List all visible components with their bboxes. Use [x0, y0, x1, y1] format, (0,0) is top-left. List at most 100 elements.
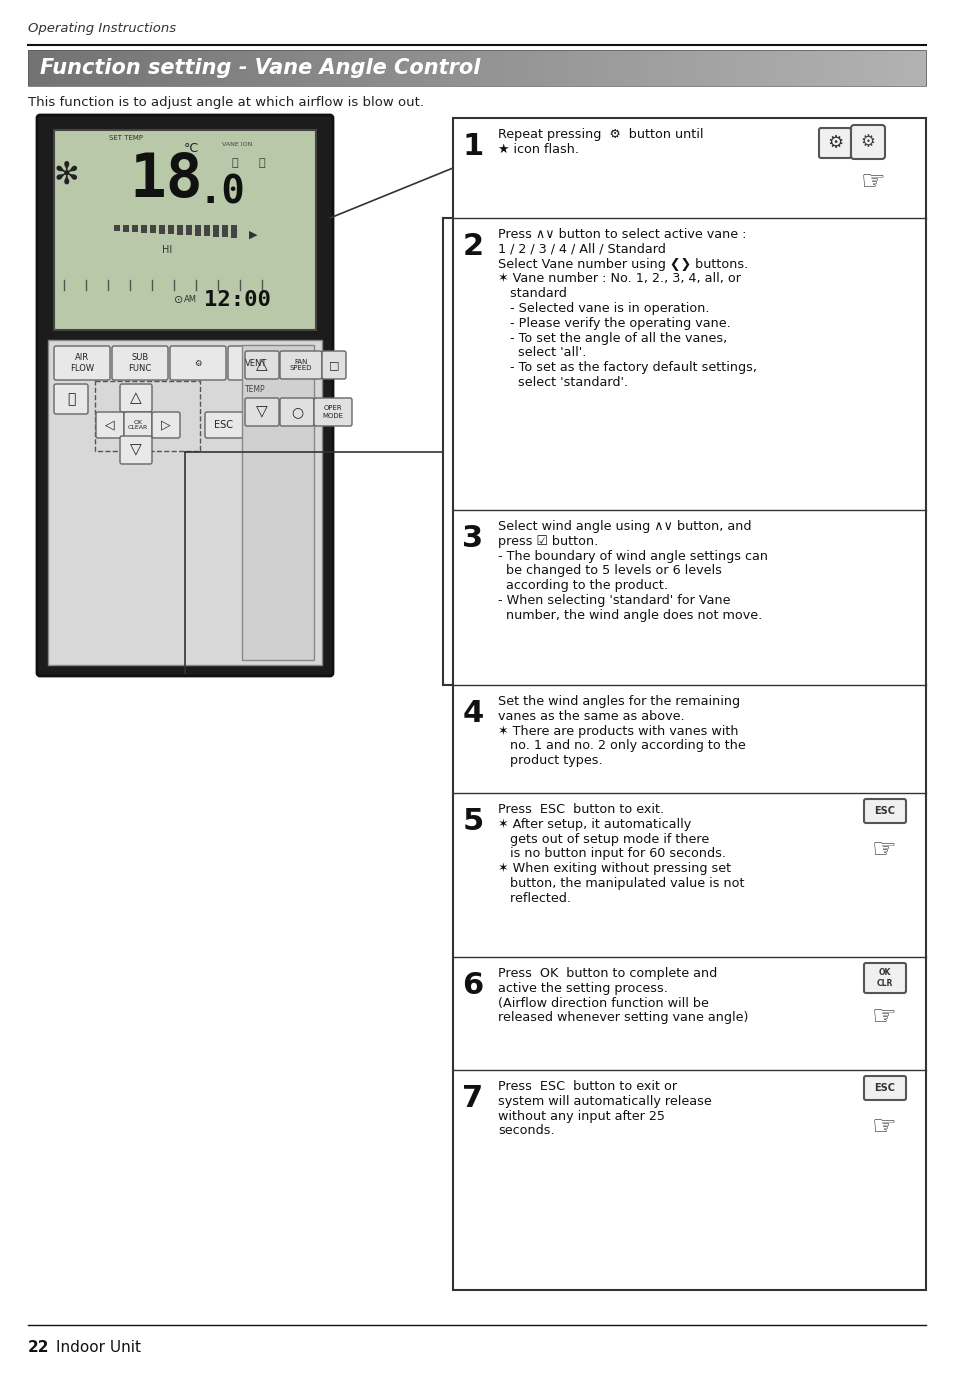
Text: 18: 18 [129, 151, 202, 210]
Text: select 'all'.: select 'all'. [497, 346, 586, 360]
Text: OPER
MODE: OPER MODE [322, 406, 343, 419]
Text: active the setting process.: active the setting process. [497, 981, 667, 995]
Text: Select Vane number using ❮❯ buttons.: Select Vane number using ❮❯ buttons. [497, 258, 747, 270]
Text: 1 / 2 / 3 / 4 / All / Standard: 1 / 2 / 3 / 4 / All / Standard [497, 242, 665, 256]
Text: select 'standard'.: select 'standard'. [497, 377, 627, 389]
Bar [150, 225, 156, 232]
Text: Press  OK  button to complete and: Press OK button to complete and [497, 967, 717, 980]
Bar [64, 50, 73, 85]
FancyBboxPatch shape [120, 384, 152, 412]
Bar [395, 50, 406, 85]
Text: ✶ Vane number : No. 1, 2., 3, 4, all, or: ✶ Vane number : No. 1, 2., 3, 4, all, or [497, 273, 740, 286]
Text: press ☑ button.: press ☑ button. [497, 535, 598, 547]
Bar [315, 50, 325, 85]
FancyBboxPatch shape [850, 125, 884, 160]
Text: no. 1 and no. 2 only according to the: no. 1 and no. 2 only according to the [497, 739, 745, 752]
Bar [458, 50, 469, 85]
Bar [728, 50, 738, 85]
Bar [755, 50, 764, 85]
FancyBboxPatch shape [245, 398, 278, 426]
Text: 4: 4 [462, 699, 483, 728]
Text: is no button input for 60 seconds.: is no button input for 60 seconds. [497, 847, 725, 861]
Bar [288, 50, 298, 85]
Bar [521, 50, 532, 85]
Bar [123, 225, 129, 231]
Text: 🌀: 🌀 [232, 158, 238, 168]
FancyBboxPatch shape [170, 346, 226, 379]
Bar [54, 130, 315, 330]
Text: be changed to 5 levels or 6 levels: be changed to 5 levels or 6 levels [497, 564, 721, 577]
Bar [558, 50, 567, 85]
Bar [674, 50, 684, 85]
Text: AIR
FLOW: AIR FLOW [70, 353, 94, 372]
Text: SUB
FUNC: SUB FUNC [129, 353, 152, 372]
Text: system will automatically release: system will automatically release [497, 1095, 711, 1107]
Bar [234, 50, 244, 85]
Text: ESC: ESC [874, 806, 895, 816]
Text: OK
CLEAR: OK CLEAR [128, 420, 148, 430]
Bar [132, 225, 138, 232]
FancyBboxPatch shape [280, 351, 322, 379]
Bar [611, 50, 621, 85]
Bar [700, 50, 711, 85]
Text: °C: °C [184, 141, 199, 155]
Bar [168, 225, 173, 234]
Bar [889, 50, 899, 85]
Bar [871, 50, 882, 85]
Bar [405, 50, 415, 85]
FancyBboxPatch shape [37, 115, 333, 676]
Text: ⊙: ⊙ [173, 295, 183, 305]
Bar [208, 50, 217, 85]
Bar [222, 225, 228, 237]
Text: 2: 2 [462, 232, 483, 260]
Text: ☞: ☞ [871, 1002, 896, 1030]
FancyBboxPatch shape [863, 1077, 905, 1100]
Text: ✶ When exiting without pressing set: ✶ When exiting without pressing set [497, 862, 730, 875]
Text: ✶ After setup, it automatically: ✶ After setup, it automatically [497, 818, 691, 830]
Text: ⚙: ⚙ [194, 358, 201, 367]
FancyBboxPatch shape [54, 384, 88, 414]
Bar [127, 50, 136, 85]
Bar [377, 50, 388, 85]
Text: - To set as the factory default settings,: - To set as the factory default settings… [497, 361, 757, 374]
Text: Press  ESC  button to exit.: Press ESC button to exit. [497, 804, 663, 816]
Text: ☞: ☞ [860, 168, 884, 196]
Bar [539, 50, 549, 85]
Bar [198, 50, 209, 85]
Bar [159, 225, 165, 234]
Bar [333, 50, 343, 85]
FancyBboxPatch shape [863, 963, 905, 993]
Bar [324, 50, 334, 85]
FancyBboxPatch shape [228, 346, 284, 379]
Bar [513, 50, 522, 85]
Text: according to the product.: according to the product. [497, 580, 667, 592]
Bar [369, 50, 379, 85]
Text: △: △ [255, 357, 268, 372]
Text: released whenever setting vane angle): released whenever setting vane angle) [497, 1011, 747, 1025]
Text: without any input after 25: without any input after 25 [497, 1110, 664, 1123]
Bar [163, 50, 172, 85]
FancyBboxPatch shape [245, 351, 278, 379]
Bar [665, 50, 675, 85]
Text: ⚙: ⚙ [826, 134, 842, 153]
Bar [862, 50, 872, 85]
Bar [530, 50, 540, 85]
Text: - To set the angle of all the vanes,: - To set the angle of all the vanes, [497, 332, 726, 344]
Text: VANE ION: VANE ION [222, 141, 253, 147]
Bar [271, 50, 280, 85]
FancyBboxPatch shape [314, 398, 352, 426]
Text: ✻: ✻ [53, 161, 79, 189]
Text: ▽: ▽ [130, 442, 142, 458]
Bar [423, 50, 433, 85]
Bar [800, 50, 809, 85]
Bar [95, 381, 200, 451]
Bar [177, 225, 183, 234]
Bar [297, 50, 307, 85]
Bar [584, 50, 594, 85]
Text: Set the wind angles for the remaining: Set the wind angles for the remaining [497, 694, 740, 708]
Text: ✶ There are products with vanes with: ✶ There are products with vanes with [497, 725, 738, 738]
Bar [180, 50, 191, 85]
Bar [28, 50, 925, 85]
Bar [781, 50, 792, 85]
Text: HI: HI [162, 245, 172, 255]
